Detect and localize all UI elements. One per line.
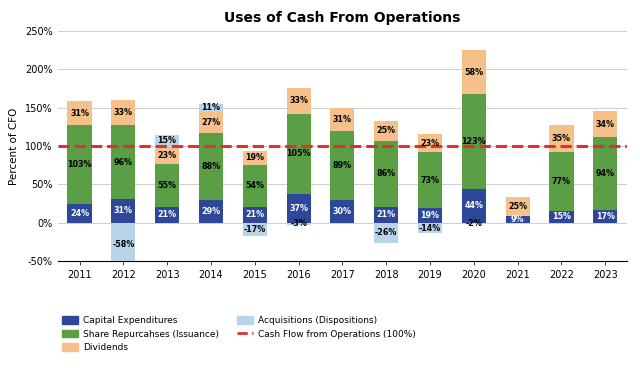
Bar — [155, 207, 179, 223]
Text: 25%: 25% — [508, 202, 527, 211]
Text: 17%: 17% — [596, 212, 615, 221]
Text: 24%: 24% — [70, 209, 89, 218]
Text: 27%: 27% — [202, 118, 221, 127]
Bar — [462, 189, 486, 223]
Bar — [374, 223, 398, 243]
Bar — [67, 101, 92, 125]
Bar — [549, 152, 573, 211]
Text: 25%: 25% — [377, 126, 396, 136]
Bar — [287, 88, 310, 114]
Bar — [330, 200, 355, 223]
Text: -26%: -26% — [375, 228, 397, 237]
Text: 96%: 96% — [114, 157, 133, 167]
Bar — [374, 207, 398, 223]
Bar — [67, 204, 92, 223]
Text: 33%: 33% — [114, 108, 133, 117]
Y-axis label: Percent of CFO: Percent of CFO — [10, 107, 19, 185]
Bar — [418, 134, 442, 152]
Bar — [111, 125, 136, 199]
Bar — [287, 223, 310, 225]
Text: 73%: 73% — [420, 175, 440, 185]
Text: 35%: 35% — [552, 134, 571, 143]
Bar — [462, 94, 486, 189]
Bar — [506, 197, 530, 216]
Text: 19%: 19% — [420, 211, 440, 220]
Text: 94%: 94% — [596, 169, 615, 178]
Text: 34%: 34% — [596, 120, 615, 129]
Bar — [155, 147, 179, 164]
Bar — [199, 200, 223, 223]
Text: 123%: 123% — [461, 137, 486, 146]
Bar — [374, 141, 398, 207]
Text: 105%: 105% — [286, 149, 311, 159]
Bar — [418, 152, 442, 208]
Text: 88%: 88% — [202, 162, 221, 171]
Bar — [418, 223, 442, 233]
Text: 23%: 23% — [157, 151, 177, 160]
Bar — [506, 216, 530, 223]
Text: 89%: 89% — [333, 161, 352, 170]
Text: 19%: 19% — [245, 153, 264, 162]
Text: 9%: 9% — [511, 215, 524, 224]
Bar — [155, 164, 179, 207]
Bar — [462, 223, 486, 224]
Bar — [549, 125, 573, 152]
Text: 58%: 58% — [464, 68, 483, 77]
Bar — [549, 211, 573, 223]
Text: 21%: 21% — [157, 210, 177, 219]
Text: 31%: 31% — [333, 115, 352, 124]
Bar — [593, 210, 618, 223]
Bar — [287, 114, 310, 194]
Text: 21%: 21% — [245, 210, 264, 219]
Bar — [243, 207, 267, 223]
Bar — [593, 111, 618, 137]
Bar — [374, 121, 398, 141]
Bar — [287, 194, 310, 223]
Text: 37%: 37% — [289, 204, 308, 213]
Text: 54%: 54% — [245, 181, 264, 190]
Text: 15%: 15% — [552, 212, 571, 222]
Text: 11%: 11% — [202, 103, 220, 113]
Text: 15%: 15% — [157, 136, 177, 146]
Bar — [462, 50, 486, 94]
Text: 77%: 77% — [552, 177, 571, 186]
Text: -14%: -14% — [419, 223, 441, 233]
Text: 31%: 31% — [70, 109, 89, 118]
Text: -3%: -3% — [290, 219, 307, 228]
Text: -17%: -17% — [244, 225, 266, 234]
Bar — [67, 125, 92, 204]
Text: 23%: 23% — [420, 139, 440, 148]
Bar — [418, 208, 442, 223]
Text: 31%: 31% — [114, 206, 133, 215]
Bar — [111, 223, 136, 267]
Bar — [243, 151, 267, 165]
Bar — [330, 108, 355, 131]
Text: 29%: 29% — [202, 207, 221, 216]
Text: -58%: -58% — [112, 240, 134, 250]
Text: -2%: -2% — [465, 219, 483, 228]
Bar — [155, 135, 179, 147]
Text: 33%: 33% — [289, 96, 308, 106]
Text: 21%: 21% — [377, 210, 396, 219]
Legend: Capital Expenditures, Share Repurcahses (Issuance), Dividends, Acquisitions (Dis: Capital Expenditures, Share Repurcahses … — [62, 316, 415, 353]
Bar — [330, 131, 355, 200]
Text: 103%: 103% — [67, 160, 92, 169]
Bar — [243, 165, 267, 207]
Bar — [199, 112, 223, 133]
Bar — [593, 137, 618, 210]
Text: 86%: 86% — [377, 169, 396, 178]
Text: 30%: 30% — [333, 207, 352, 216]
Bar — [111, 199, 136, 223]
Text: 44%: 44% — [465, 201, 483, 210]
Bar — [199, 133, 223, 200]
Title: Uses of Cash From Operations: Uses of Cash From Operations — [224, 12, 461, 25]
Bar — [111, 100, 136, 125]
Bar — [243, 223, 267, 236]
Text: 55%: 55% — [157, 181, 177, 190]
Bar — [199, 104, 223, 112]
